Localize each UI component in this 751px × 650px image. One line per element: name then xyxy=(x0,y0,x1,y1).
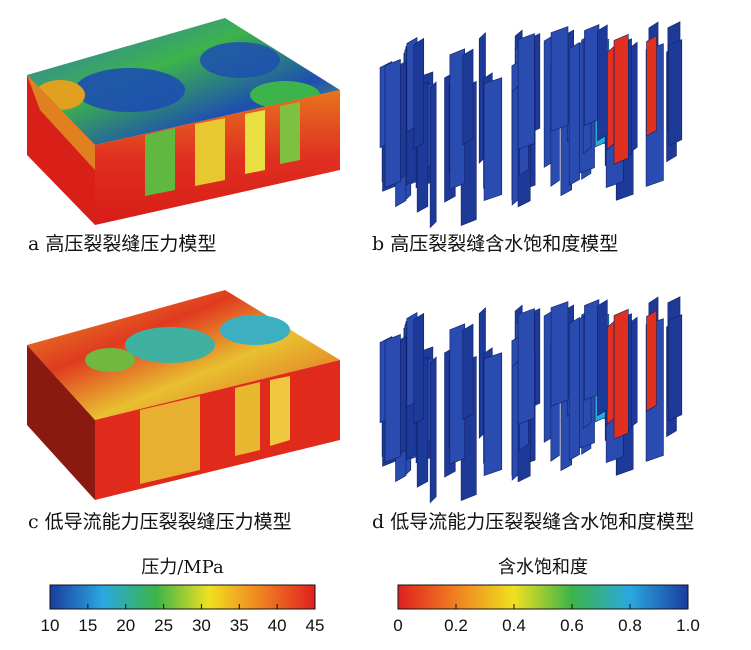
pressure-model-a xyxy=(27,18,340,225)
fracture xyxy=(550,26,569,132)
fracture xyxy=(429,356,437,504)
saturation-model-d xyxy=(379,296,683,504)
fracture xyxy=(413,37,425,150)
fracture xyxy=(384,59,401,188)
fracture xyxy=(483,77,503,201)
caption: d 低导流能力压裂裂缝含水饱和度模型 xyxy=(372,511,694,533)
fracture xyxy=(584,24,600,126)
tick-label: 40 xyxy=(268,616,287,635)
caption: b 高压裂裂缝含水饱和度模型 xyxy=(372,233,618,255)
fracture xyxy=(413,312,425,425)
colorbar-label: 含水饱和度 xyxy=(498,557,588,578)
pressure-model-c xyxy=(27,290,340,500)
fracture xyxy=(568,41,580,186)
tick-label: 30 xyxy=(192,616,211,635)
fracture xyxy=(384,334,401,463)
colorbar xyxy=(397,584,689,610)
fracture xyxy=(613,33,629,165)
fracture xyxy=(646,310,657,412)
fracture xyxy=(597,299,608,417)
fracture xyxy=(597,24,608,142)
caption: c 低导流能力压裂裂缝压力模型 xyxy=(28,511,292,533)
colorbar-label: 压力/MPa xyxy=(141,557,224,578)
tick-label: 20 xyxy=(116,616,135,635)
fracture xyxy=(462,323,474,421)
tick-label: 0.2 xyxy=(444,616,468,635)
tick-label: 45 xyxy=(306,616,325,635)
fracture xyxy=(668,314,683,422)
fracture xyxy=(429,81,437,229)
fracture xyxy=(517,33,535,150)
tick-label: 1.0 xyxy=(676,616,700,635)
fracture xyxy=(568,316,580,461)
tick-label: 10 xyxy=(41,616,60,635)
tick-label: 0.8 xyxy=(618,616,642,635)
fracture xyxy=(517,308,535,425)
saturation-model-b xyxy=(379,21,683,229)
tick-label: 15 xyxy=(78,616,97,635)
fracture xyxy=(550,301,569,407)
fracture xyxy=(606,45,615,151)
tick-label: 25 xyxy=(154,616,173,635)
fracture xyxy=(668,39,683,147)
fracture xyxy=(449,323,466,465)
tick-label: 0 xyxy=(393,616,402,635)
fracture xyxy=(606,320,615,426)
fracture xyxy=(462,48,474,146)
tick-label: 0.6 xyxy=(560,616,584,635)
colorbars: 压力/MPa 10 15 20 25 30 35 40 45 含水饱和度 0 0.2 0.4 0.6 0.8… xyxy=(41,557,700,635)
tick-label: 35 xyxy=(230,616,249,635)
fracture xyxy=(646,35,657,137)
fracture xyxy=(449,48,466,190)
fracture xyxy=(584,299,600,401)
fracture xyxy=(613,308,629,440)
colorbar xyxy=(49,584,316,610)
caption: a 高压裂裂缝压力模型 xyxy=(28,233,216,255)
tick-label: 0.4 xyxy=(502,616,526,635)
fracture xyxy=(483,352,503,476)
